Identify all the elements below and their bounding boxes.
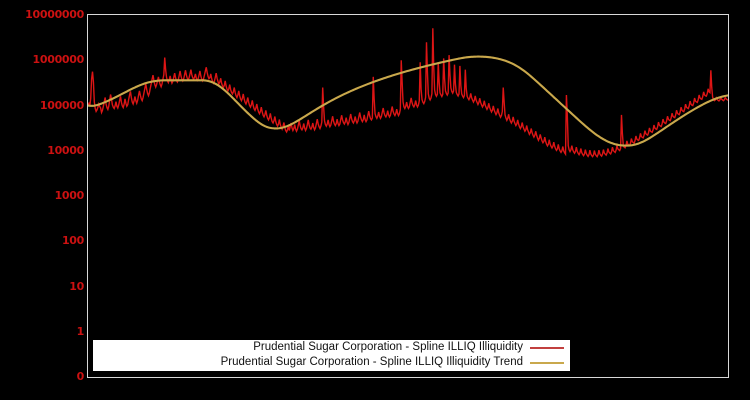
y-axis-tick-label: 100000 <box>39 98 84 112</box>
y-axis-tick-label: 0 <box>76 370 85 383</box>
legend-label-illiquidity: Prudential Sugar Corporation - Spline IL… <box>253 341 523 353</box>
y-axis-tick-label: 100 <box>61 234 84 248</box>
y-axis-tick-label: 1000000 <box>32 53 85 67</box>
y-axis-tick-label: 10000000 <box>25 8 84 21</box>
legend-entry-illiquidity: Prudential Sugar Corporation - Spline IL… <box>93 340 570 355</box>
series-illiquidity-trend-line <box>88 55 728 147</box>
plot-svg <box>88 28 728 158</box>
legend-label-illiquidity-trend: Prudential Sugar Corporation - Spline IL… <box>220 356 523 368</box>
y-axis-tick-label: 10000 <box>47 143 84 157</box>
legend-entry-illiquidity-trend: Prudential Sugar Corporation - Spline IL… <box>93 355 570 370</box>
legend-swatch-illiquidity-icon <box>530 346 564 349</box>
legend-swatch-trend-icon <box>530 361 564 364</box>
chart-legend: Prudential Sugar Corporation - Spline IL… <box>93 340 570 371</box>
y-axis-tick-label: 10 <box>69 279 84 293</box>
plot-area <box>87 14 729 378</box>
y-axis-tick-labels: 10000000 1000000 100000 10000 1000 100 10 1 0 <box>0 0 84 400</box>
series-illiquidity-line <box>88 28 728 158</box>
y-axis-tick-label: 1000 <box>54 189 85 202</box>
y-axis-tick-label: 1 <box>76 324 85 338</box>
